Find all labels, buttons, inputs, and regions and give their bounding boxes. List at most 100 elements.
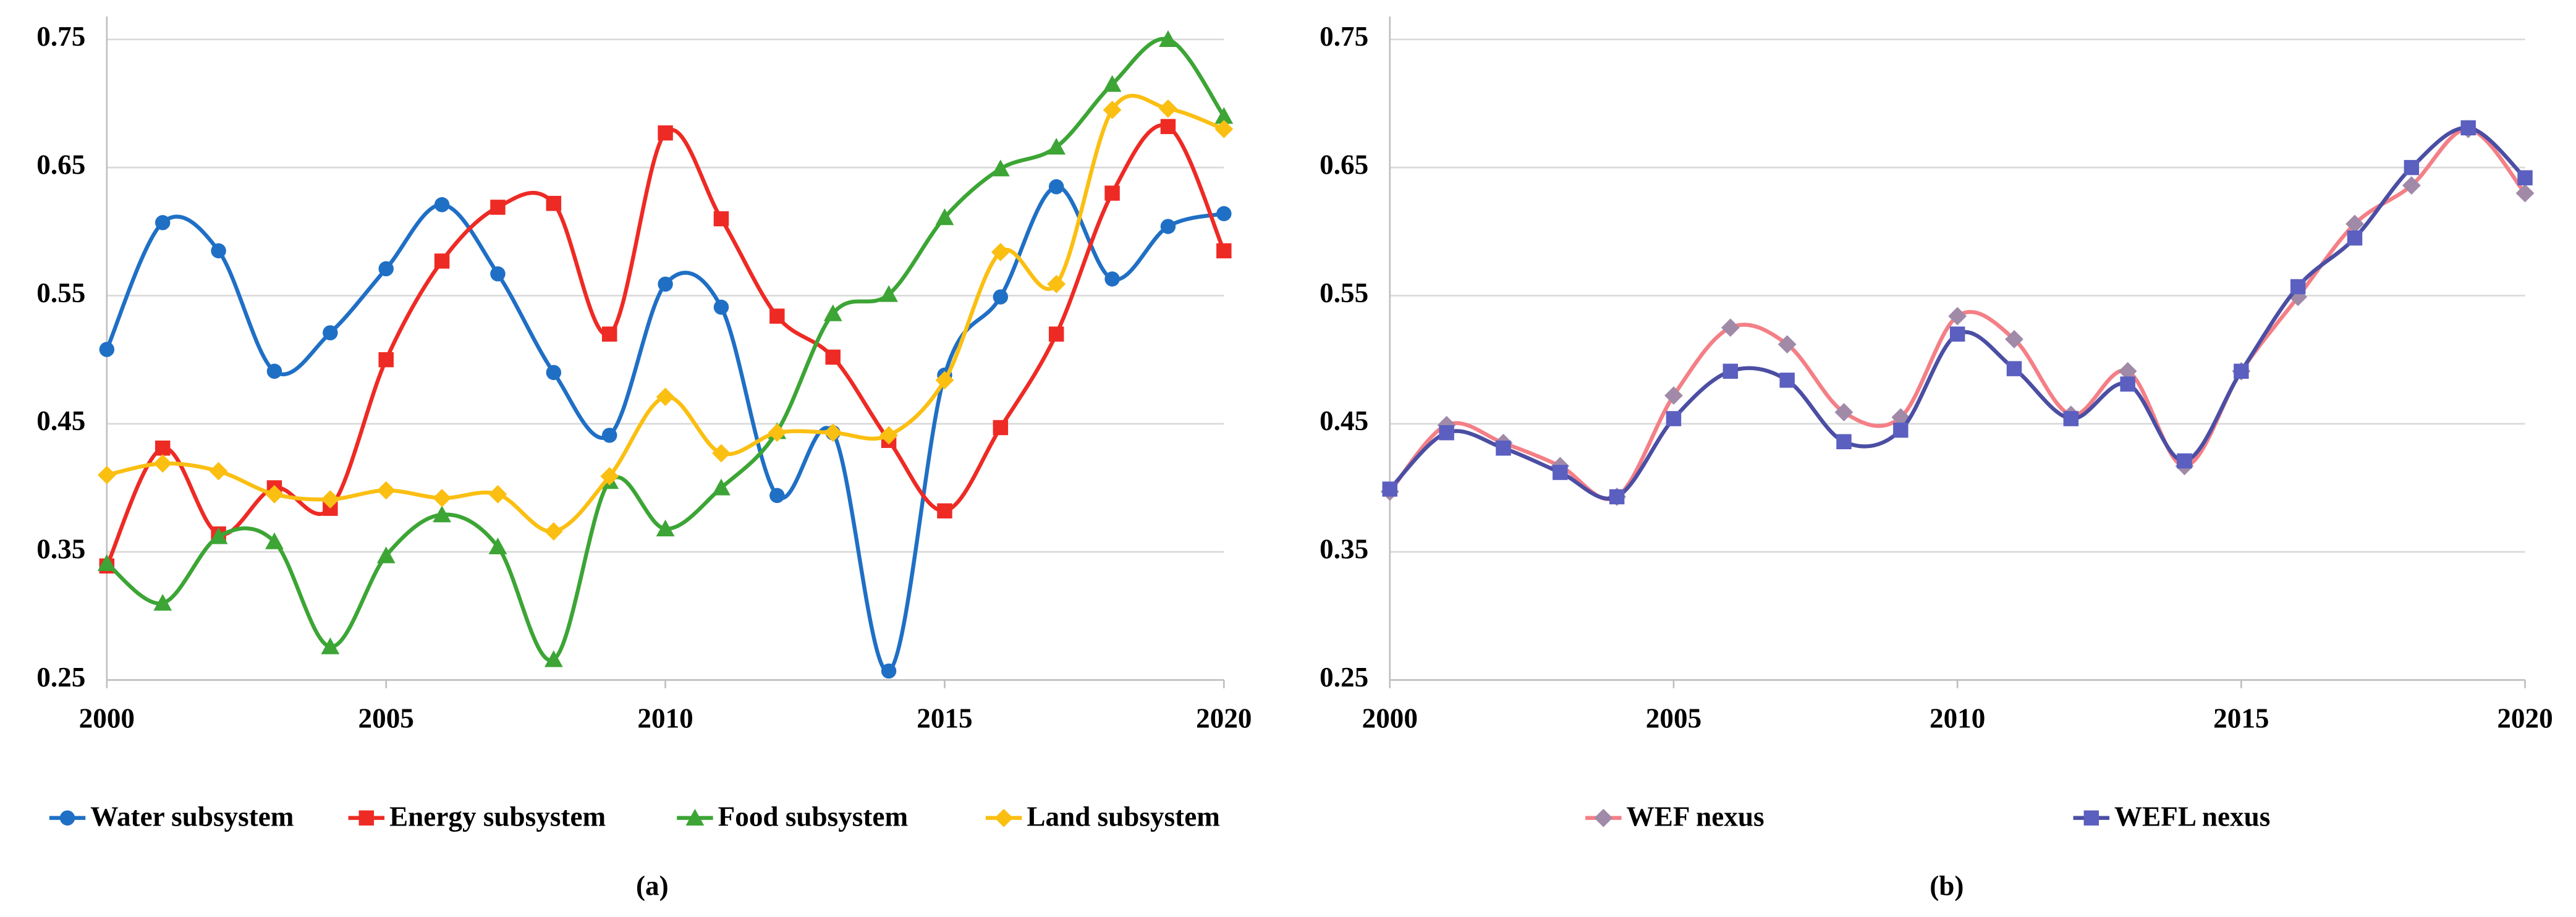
marker xyxy=(544,522,563,541)
legend-marker xyxy=(59,810,75,826)
x-tick-label: 2020 xyxy=(1196,703,1252,733)
marker xyxy=(1722,363,1739,379)
marker xyxy=(823,423,842,442)
y-tick-label: 0.55 xyxy=(36,277,85,308)
marker xyxy=(991,159,1010,177)
marker xyxy=(1439,425,1454,441)
marker xyxy=(879,285,898,302)
x-tick-label: 2005 xyxy=(1646,703,1701,733)
marker xyxy=(713,211,729,227)
marker xyxy=(935,371,954,390)
y-tick-label: 0.75 xyxy=(36,21,85,52)
y-tick-label: 0.65 xyxy=(1320,149,1368,180)
marker xyxy=(1834,403,1854,422)
marker xyxy=(712,444,731,463)
series-line xyxy=(1388,125,2527,501)
legend-label: Food subsystem xyxy=(718,801,908,832)
legend-marker xyxy=(1594,808,1613,827)
y-tick-label: 0.35 xyxy=(1320,533,1368,564)
marker xyxy=(656,519,675,537)
marker xyxy=(2402,176,2421,195)
marker xyxy=(434,197,450,213)
marker xyxy=(2120,376,2135,392)
marker xyxy=(2347,230,2363,246)
marker xyxy=(1159,99,1177,118)
marker xyxy=(265,532,284,549)
marker xyxy=(993,420,1009,436)
x-tick-label: 2015 xyxy=(917,703,972,733)
marker xyxy=(768,423,787,442)
marker xyxy=(376,546,396,564)
marker xyxy=(656,387,675,407)
marker xyxy=(490,200,506,215)
panel-caption: (a) xyxy=(636,870,669,901)
y-tick-label: 0.35 xyxy=(36,533,85,564)
x-tick-label: 2000 xyxy=(1362,703,1418,733)
marker xyxy=(1103,100,1122,119)
marker xyxy=(2517,170,2533,185)
marker xyxy=(1721,318,1740,337)
y-tick-label: 0.45 xyxy=(1320,405,1368,436)
marker xyxy=(1836,434,1852,450)
y-tick-label: 0.25 xyxy=(1320,662,1368,693)
legend-label: Energy subsystem xyxy=(389,801,606,832)
marker xyxy=(153,454,172,473)
legend-marker xyxy=(994,808,1014,827)
marker xyxy=(1048,179,1064,195)
marker xyxy=(879,426,898,445)
marker xyxy=(99,342,115,357)
marker xyxy=(1666,411,1682,426)
marker xyxy=(1496,440,1511,456)
marker xyxy=(1779,373,1795,388)
marker xyxy=(937,503,952,518)
marker xyxy=(1047,274,1066,294)
marker xyxy=(2118,361,2137,381)
series-line xyxy=(106,93,1225,534)
marker xyxy=(2234,363,2249,379)
marker xyxy=(378,352,394,368)
marker xyxy=(601,326,617,342)
marker xyxy=(97,465,116,484)
marker xyxy=(1160,119,1176,135)
legend-label: WEFL nexus xyxy=(2114,801,2270,832)
x-tick-label: 2005 xyxy=(358,703,414,733)
marker xyxy=(488,484,507,504)
marker xyxy=(433,489,451,507)
marker xyxy=(546,195,562,211)
x-tick-label: 2015 xyxy=(2213,703,2269,733)
marker xyxy=(1777,335,1797,354)
marker xyxy=(434,253,450,269)
marker xyxy=(209,527,228,544)
marker xyxy=(378,261,394,277)
x-tick-label: 2010 xyxy=(1930,703,1985,733)
marker xyxy=(321,490,340,509)
marker xyxy=(1159,30,1177,48)
marker xyxy=(1047,138,1066,155)
marker xyxy=(1382,481,1398,497)
marker xyxy=(97,554,116,571)
marker xyxy=(153,594,172,611)
legend-marker xyxy=(685,808,705,826)
marker xyxy=(211,243,226,259)
legend-label: Water subsystem xyxy=(90,801,294,832)
marker xyxy=(155,440,171,456)
marker xyxy=(1048,326,1064,342)
marker xyxy=(2177,453,2192,469)
marker xyxy=(2290,279,2306,295)
marker xyxy=(658,125,673,141)
marker xyxy=(713,299,729,315)
legend-marker xyxy=(2083,810,2099,826)
x-tick-label: 2010 xyxy=(637,703,693,733)
marker xyxy=(769,488,785,504)
marker xyxy=(2063,411,2079,426)
y-tick-label: 0.65 xyxy=(36,149,85,180)
marker xyxy=(1893,422,1909,438)
marker xyxy=(209,462,228,481)
marker xyxy=(1948,306,1967,326)
marker xyxy=(991,243,1010,261)
marker xyxy=(1216,206,1232,221)
legend-label: WEF nexus xyxy=(1627,801,1765,832)
marker xyxy=(881,663,897,679)
marker xyxy=(544,650,563,667)
